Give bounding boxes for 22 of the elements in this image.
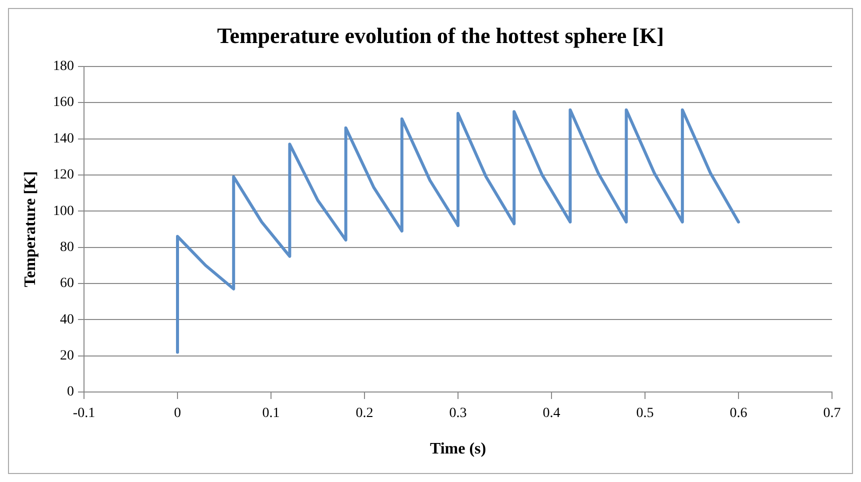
x-axis-title: Time (s) [430, 440, 486, 458]
x-tick-label: 0 [174, 406, 181, 422]
y-tick-label: 0 [67, 384, 74, 400]
chart-title: Temperature evolution of the hottest sphere [K] [217, 22, 664, 48]
x-tick-label: 0.2 [356, 406, 374, 422]
y-tick-label: 20 [60, 348, 74, 364]
y-axis-title: Temperature [K] [22, 171, 40, 288]
x-tick-label: 0.3 [449, 406, 467, 422]
x-tick-label: 0.4 [542, 406, 560, 422]
y-tick-label: 120 [53, 168, 74, 183]
x-tick-label: 0.7 [823, 406, 841, 422]
y-tick-label: 60 [60, 276, 74, 292]
y-tick-label: 160 [53, 95, 74, 110]
x-tick-label: 0.1 [262, 406, 280, 422]
y-tick-label: 180 [53, 59, 74, 74]
y-tick-label: 80 [60, 240, 74, 255]
x-tick-label: 0.5 [636, 406, 654, 422]
y-tick-label: 100 [53, 204, 74, 219]
y-tick-label: 140 [53, 131, 74, 146]
x-tick-label: 0.6 [730, 406, 748, 422]
y-tick-label: 40 [60, 312, 74, 328]
x-tick-label: -0.1 [72, 406, 96, 422]
